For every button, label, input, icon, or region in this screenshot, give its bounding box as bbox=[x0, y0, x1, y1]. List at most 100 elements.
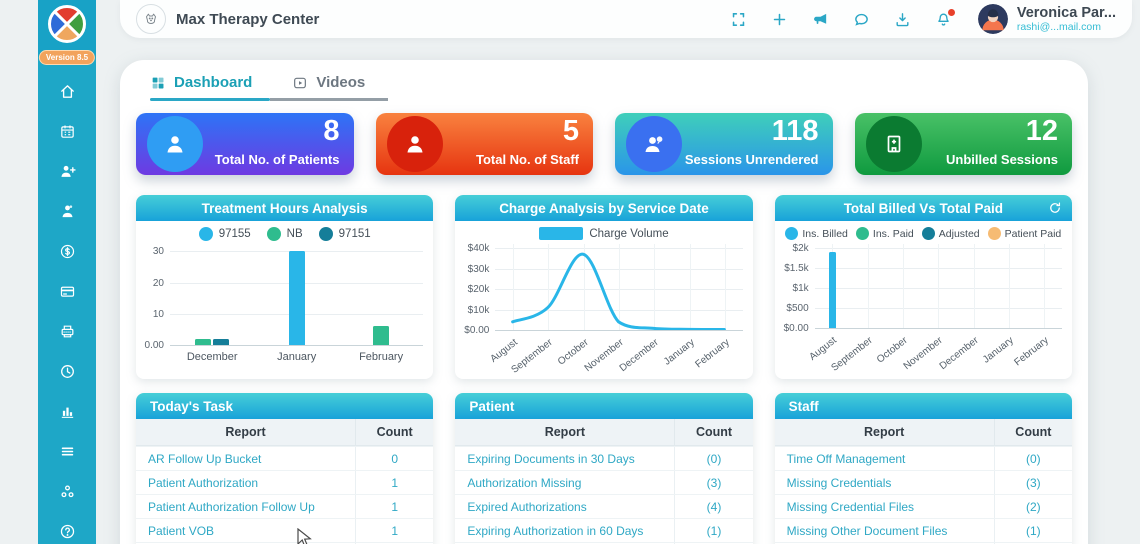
legend-item: Ins. Paid bbox=[855, 227, 914, 240]
report-link[interactable]: Missing Other Document Files bbox=[786, 523, 948, 538]
x-axis-labels: August September October November December Ja… bbox=[488, 334, 742, 378]
y-tick-label: $20k bbox=[467, 284, 490, 296]
legend-label: Patient Paid bbox=[1004, 227, 1062, 240]
count-value[interactable]: 0 bbox=[355, 447, 433, 470]
sidebar-item-payments[interactable] bbox=[48, 278, 86, 304]
header-announcement-button[interactable] bbox=[812, 11, 829, 28]
sidebar-item-staff[interactable] bbox=[48, 198, 86, 224]
legend-swatch bbox=[539, 227, 584, 240]
report-link[interactable]: Patient Authorization Follow Up bbox=[148, 499, 315, 514]
stat-icon-circle bbox=[386, 116, 443, 172]
x-tick-label: February bbox=[359, 351, 404, 363]
count-value[interactable]: (3) bbox=[674, 471, 752, 494]
header-plus-button[interactable] bbox=[771, 11, 788, 28]
legend-item: Charge Volume bbox=[539, 227, 669, 240]
count-value[interactable]: (2) bbox=[993, 495, 1072, 518]
practice-logo-circle[interactable] bbox=[136, 4, 166, 34]
dashboard-grid-icon bbox=[150, 75, 166, 91]
plus-icon bbox=[771, 11, 788, 28]
count-value[interactable]: (4) bbox=[674, 495, 752, 518]
user-name: Veronica Par... bbox=[1016, 4, 1116, 21]
sidebar-item-patient-add[interactable] bbox=[48, 158, 86, 184]
chart-area: $2k $1.5k $1k $500 $0.00 August September Octob… bbox=[775, 242, 1072, 376]
sidebar: Version 8.5 bbox=[38, 0, 96, 544]
report-link[interactable]: Expiring Documents in 30 Days bbox=[467, 451, 635, 466]
sidebar-item-time[interactable] bbox=[48, 358, 86, 384]
stat-card-1[interactable]: 5 Total No. of Staff bbox=[375, 113, 593, 175]
chart-plot bbox=[495, 244, 743, 331]
report-link[interactable]: Patient Authorization bbox=[148, 475, 259, 490]
report-link[interactable]: Missing Credentials bbox=[786, 475, 892, 490]
table-row: AR Follow Up Bucket 0 bbox=[136, 446, 434, 470]
y-axis: $2k $1.5k $1k $500 $0.00 bbox=[779, 243, 815, 376]
table-column-headers: Report Count bbox=[455, 419, 753, 446]
legend-swatch bbox=[266, 227, 281, 241]
count-value[interactable]: (1) bbox=[674, 519, 752, 542]
tab-underlines bbox=[150, 98, 1072, 101]
refresh-button[interactable] bbox=[1048, 201, 1062, 215]
table-row: Missing Other Document Files (1) bbox=[774, 518, 1072, 542]
tab-videos-label: Videos bbox=[316, 74, 366, 91]
bar-group-December bbox=[170, 338, 254, 345]
legend-swatch bbox=[198, 227, 213, 241]
header-fullscreen-button[interactable] bbox=[730, 11, 747, 28]
sidebar-item-help[interactable] bbox=[48, 518, 86, 544]
report-link[interactable]: Missing Credential Files bbox=[786, 499, 915, 514]
sidebar-item-calendar[interactable] bbox=[48, 118, 86, 144]
x-tick-label: January bbox=[277, 351, 317, 363]
sidebar-item-menu[interactable] bbox=[48, 438, 86, 464]
count-value[interactable]: 1 bbox=[355, 471, 433, 494]
count-value[interactable]: (0) bbox=[993, 447, 1072, 470]
stat-card-3[interactable]: 12 Unbilled Sessions bbox=[854, 113, 1072, 175]
legend-swatch bbox=[855, 227, 869, 240]
payments-icon bbox=[59, 283, 76, 300]
bar-group-August bbox=[815, 252, 850, 328]
home-icon bbox=[59, 83, 76, 100]
y-axis: 30 20 10 0.00 bbox=[140, 245, 170, 363]
legend-label: Ins. Paid bbox=[872, 227, 914, 240]
header-download-button[interactable] bbox=[894, 11, 911, 28]
report-link[interactable]: AR Follow Up Bucket bbox=[148, 451, 262, 466]
panel-header: Treatment Hours Analysis bbox=[136, 195, 434, 221]
count-value[interactable]: 1 bbox=[355, 519, 433, 542]
stat-label: Unbilled Sessions bbox=[946, 152, 1058, 167]
header-notifications-button[interactable] bbox=[935, 8, 955, 28]
tab-videos[interactable]: Videos bbox=[292, 74, 365, 91]
x-axis-labels: December January February bbox=[170, 351, 423, 363]
report-link[interactable]: Expired Authorizations bbox=[467, 499, 587, 514]
count-value[interactable]: (1) bbox=[993, 519, 1072, 542]
count-value[interactable]: (3) bbox=[993, 471, 1072, 494]
calendar-icon bbox=[59, 123, 76, 140]
video-icon bbox=[292, 75, 308, 91]
tab-active-underline bbox=[150, 98, 270, 101]
sidebar-item-home[interactable] bbox=[48, 78, 86, 104]
sidebar-item-reports[interactable] bbox=[48, 398, 86, 424]
user-avatar[interactable] bbox=[977, 4, 1008, 34]
person-chat-icon bbox=[642, 132, 666, 156]
tab-dashboard[interactable]: Dashboard bbox=[150, 74, 252, 91]
sidebar-item-refunds[interactable] bbox=[48, 238, 86, 264]
legend-item: NB bbox=[266, 227, 303, 241]
x-tick-label: December bbox=[937, 335, 981, 373]
app-logo[interactable]: Version 8.5 bbox=[38, 0, 96, 65]
user-menu[interactable]: Veronica Par... rashi@...mail.com bbox=[977, 4, 1116, 34]
y-tick-label: 10 bbox=[152, 308, 164, 320]
report-link[interactable]: Time Off Management bbox=[786, 451, 906, 466]
y-tick-label: $30k bbox=[467, 263, 490, 275]
sidebar-item-network[interactable] bbox=[48, 478, 86, 504]
panel-header: Patient bbox=[455, 393, 753, 419]
report-link[interactable]: Expiring Authorization in 60 Days bbox=[467, 523, 644, 538]
billing-icon bbox=[59, 323, 76, 340]
report-link[interactable]: Authorization Missing bbox=[467, 475, 582, 490]
count-value[interactable]: 1 bbox=[355, 495, 433, 518]
header-chat-button[interactable] bbox=[853, 11, 870, 28]
count-value[interactable]: (0) bbox=[674, 447, 752, 470]
stat-card-2[interactable]: 118 Sessions Unrendered bbox=[615, 113, 833, 175]
report-link[interactable]: Patient VOB bbox=[148, 523, 215, 538]
header-icon-row bbox=[730, 8, 955, 28]
sidebar-item-billing[interactable] bbox=[48, 318, 86, 344]
chart-legend: Ins. Billed Ins. Paid Adjusted Patient Paid bbox=[775, 221, 1072, 242]
stat-card-0[interactable]: 8 Total No. of Patients bbox=[136, 113, 354, 175]
table-panel-0: Today's Task Report Count AR Follow Up Buck… bbox=[136, 393, 434, 544]
